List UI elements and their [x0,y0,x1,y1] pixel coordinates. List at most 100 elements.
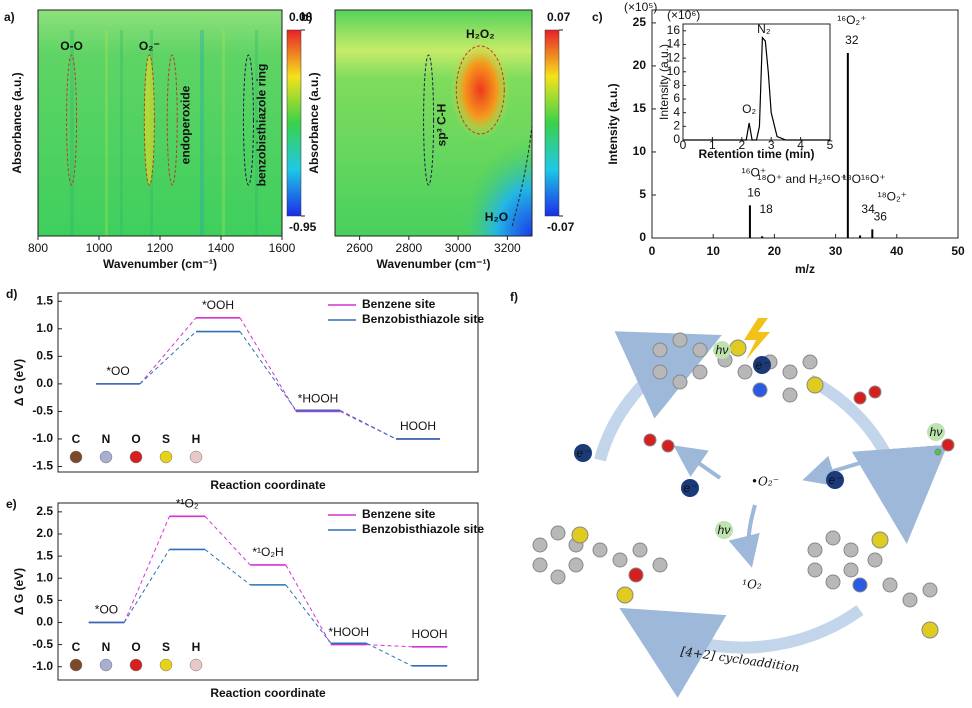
panel-label: e) [6,497,17,511]
inset-peak-label: N₂ [757,22,771,36]
scheme [532,318,955,698]
connector [123,516,170,623]
inset-y-tick-label: 10 [667,64,681,78]
cycle-arrow [594,331,722,462]
y-tick-label: 25 [633,15,647,29]
annotation: H₂O₂ [466,27,495,41]
radical-label: •O₂⁻ [751,475,779,489]
x-axis-label: Reaction coordinate [210,686,326,700]
connector [204,549,251,586]
element-symbol: C [72,432,81,446]
band-outline [423,54,435,186]
element-symbol: C [72,640,81,654]
y-tick-label: 0.0 [36,376,53,390]
x-tick-label: 1000 [86,241,113,255]
inset-y-tick-label: 8 [673,78,680,92]
element-symbol: H [192,640,201,654]
element-ball [69,658,83,672]
peak-label: 34 [861,202,875,216]
colorbar [544,29,560,217]
connector [239,331,297,411]
species-label: ¹⁸O¹⁶O⁺ [843,172,886,186]
element-ball [99,658,113,672]
y-tick-label: 20 [633,58,647,72]
state-label: *HOOH [328,625,369,639]
band-outline [66,54,78,186]
y-tick-label: 0 [639,230,646,244]
element-symbol: H [192,432,201,446]
plot-frame [57,292,479,473]
element-symbol: S [162,640,170,654]
element-symbol: S [162,432,170,446]
state-label: HOOH [412,627,448,641]
inset-x-tick-label: 5 [827,138,834,152]
x-axis-label: Reaction coordinate [210,478,326,492]
y-tick-label: -0.5 [32,404,53,418]
electron-label: e⁻ [755,358,770,372]
x-tick-label: 40 [890,244,904,258]
band-outline [166,54,178,186]
state-label: *OOH [202,298,234,312]
inset-y-tick-label: 16 [667,23,681,37]
species-label: ¹⁶O₂⁺ [837,13,866,27]
colorbar-tick-label: 0.08 [289,10,313,24]
panel-label: f) [510,290,518,304]
annotation: endoperoxide [178,85,192,164]
inset-frame [682,23,831,141]
y-tick-label: -1.0 [32,431,53,445]
y-axis-label: Absorbance (a.u.) [10,72,24,173]
electron-label: e⁻ [828,473,843,487]
photon-badge [715,521,733,539]
y-axis-label: Δ G (eV) [12,359,26,406]
x-tick-label: 10 [707,244,721,258]
photon-label: hν [716,343,729,357]
panel-label: d) [6,287,17,301]
annotation: benzobisthiazole ring [255,64,269,187]
state-label: *¹O₂H [252,545,283,559]
state-label: *HOOH [298,392,339,406]
y-tick-label: 2.5 [36,504,53,518]
species-label: ¹⁸O⁺ and H₂¹⁶O⁺ [757,172,846,186]
electron-badge [681,479,699,497]
cycle-arrow [619,605,864,698]
inset-x-tick-label: 2 [738,138,745,152]
x-axis-label: Wavenumber (cm⁻¹) [377,257,491,271]
connector [339,409,397,440]
connector [239,317,297,412]
y-tick-label: 10 [633,144,647,158]
colorbar [286,29,302,217]
electron-label: e⁻ [576,446,591,460]
photon-badge [927,423,945,441]
y-tick-label: 0.5 [36,349,53,363]
plot-frame [651,9,959,239]
electron-badge [826,471,844,489]
y-tick-label: 5 [639,187,646,201]
band-outline [242,54,254,186]
electron-badge [753,356,771,374]
legend-label: Benzobisthiazole site [362,312,484,326]
element-symbol: O [131,640,140,654]
colorbar-tick-label: -0.07 [547,220,575,234]
inset-y-label: Intensity (a.u.) [657,44,671,120]
y-tick-label: 0.0 [36,615,53,629]
y-tick-label: -0.5 [32,637,53,651]
inset-y-tick-label: 12 [667,50,681,64]
photon-label: hν [718,523,731,537]
colorbar-tick-label: -0.95 [289,220,317,234]
element-ball [159,658,173,672]
y-tick-label: 0.5 [36,593,53,607]
x-axis-label: m/z [795,262,815,276]
inset-y-tick-label: 2 [673,119,680,133]
annotation: sp³ C-H [435,104,449,147]
state-label: *OO [95,603,118,617]
element-ball [129,658,143,672]
cycle-arrow [807,374,948,544]
panel-label: b) [301,10,312,24]
peak-label: 18 [759,202,773,216]
x-tick-label: 1400 [208,241,235,255]
x-tick-label: 800 [28,241,48,255]
y-tick-label: 2.0 [36,526,53,540]
hot-region [450,40,511,140]
element-symbol: N [102,432,111,446]
